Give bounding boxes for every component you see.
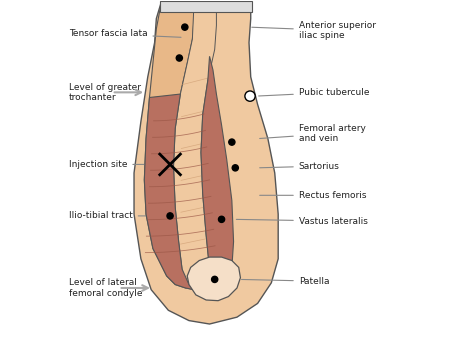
Polygon shape xyxy=(144,56,234,291)
Circle shape xyxy=(211,276,218,282)
Circle shape xyxy=(182,24,188,30)
Text: Injection site: Injection site xyxy=(69,160,167,169)
Circle shape xyxy=(176,55,182,61)
Text: Vastus lateralis: Vastus lateralis xyxy=(237,217,368,226)
Text: Level of greater
trochanter: Level of greater trochanter xyxy=(69,83,141,102)
Circle shape xyxy=(167,213,173,219)
Text: Tensor fascia lata: Tensor fascia lata xyxy=(69,29,181,38)
Circle shape xyxy=(245,91,255,101)
Text: Femoral artery
and vein: Femoral artery and vein xyxy=(260,124,365,143)
Text: Level of lateral
femoral condyle: Level of lateral femoral condyle xyxy=(69,278,142,298)
Circle shape xyxy=(229,139,235,145)
Text: Pubic tubercule: Pubic tubercule xyxy=(259,88,369,97)
Text: Patella: Patella xyxy=(241,276,329,285)
Circle shape xyxy=(219,216,225,222)
Polygon shape xyxy=(173,1,217,291)
Polygon shape xyxy=(187,257,240,301)
Text: Anterior superior
iliac spine: Anterior superior iliac spine xyxy=(252,21,376,40)
Text: Sartorius: Sartorius xyxy=(260,162,340,171)
Text: Rectus femoris: Rectus femoris xyxy=(260,191,366,200)
Text: Ilio-tibial tract: Ilio-tibial tract xyxy=(69,211,148,220)
Polygon shape xyxy=(144,1,194,288)
Polygon shape xyxy=(160,1,253,12)
Polygon shape xyxy=(134,1,278,324)
Circle shape xyxy=(232,165,238,171)
